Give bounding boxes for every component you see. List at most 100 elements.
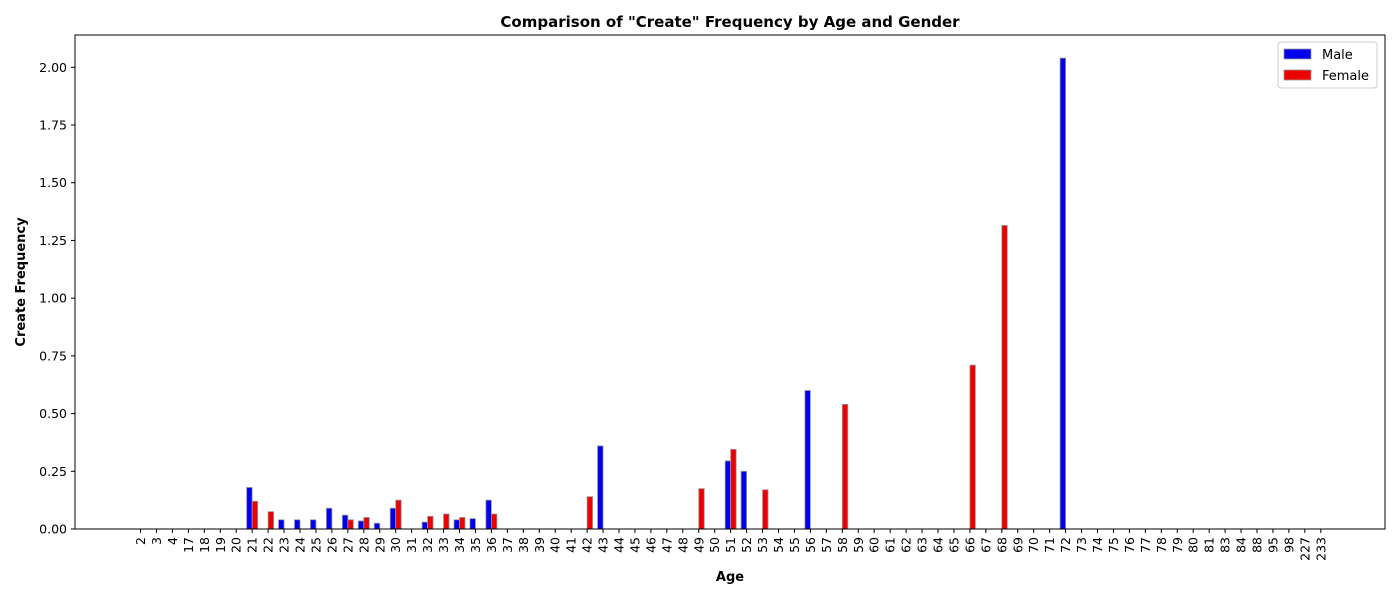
legend: Male Female [1277,41,1378,89]
x-tick-label: 31 [404,537,419,553]
x-tick-label: 47 [659,537,674,553]
x-tick-label: 20 [229,537,244,553]
x-tick-label: 53 [755,537,770,553]
x-tick-label: 28 [356,537,371,553]
x-tick-label: 35 [468,537,483,553]
x-tick-label: 233 [1313,537,1328,561]
bar-female-age-27 [347,519,354,530]
x-tick-label: 21 [245,537,260,553]
bar-male-age-32 [421,521,429,530]
x-tick-label: 38 [516,537,531,553]
bar-male-age-30 [389,507,397,530]
bar-male-age-72 [1059,57,1066,530]
x-tick-label: 41 [564,537,579,553]
x-tick-label: 56 [803,537,818,553]
bar-male-age-35 [469,518,476,530]
x-tick-label: 61 [883,537,898,553]
y-tick-label: 2.00 [39,60,67,75]
y-tick-label: 1.50 [39,175,67,190]
x-tick-label: 95 [1265,537,1280,553]
x-tick-label: 58 [835,537,850,553]
x-tick-label: 26 [324,537,339,553]
x-tick-label: 4 [165,537,180,545]
x-tick-label: 72 [1058,537,1073,553]
x-tick-label: 76 [1122,537,1137,553]
bar-male-age-25 [310,519,317,530]
x-tick-label: 60 [867,537,882,553]
x-tick-label: 81 [1202,537,1217,553]
x-tick-label: 227 [1297,537,1312,561]
x-tick-label: 30 [388,537,403,553]
bar-female-age-68 [1001,225,1008,530]
bar-female-age-21 [251,500,259,530]
legend-label-male: Male [1322,48,1353,63]
bar-male-age-52 [740,470,747,530]
x-tick-label: 40 [548,537,563,553]
x-tick-label: 64 [931,537,946,553]
legend-swatch-female [1283,69,1312,81]
bar-female-age-33 [443,513,450,530]
legend-label-female: Female [1322,69,1369,84]
x-tick-label: 27 [340,537,355,553]
x-tick-label: 88 [1250,537,1265,553]
bar-female-age-58 [841,403,849,530]
x-tick-label: 18 [197,537,212,553]
x-tick-label: 69 [1010,537,1025,553]
bar-male-age-28 [357,520,365,530]
x-tick-label: 51 [723,537,738,553]
x-tick-label: 33 [436,537,451,553]
x-tick-label: 44 [612,537,627,553]
x-tick-label: 71 [1042,537,1057,553]
x-tick-label: 62 [899,537,914,553]
x-tick-label: 19 [213,537,228,553]
bar-male-age-26 [325,507,333,530]
x-tick-label: 39 [532,537,547,553]
x-tick-label: 50 [707,537,722,553]
x-tick-label: 66 [962,537,977,553]
x-tick-label: 48 [675,537,690,553]
bar-male-age-27 [341,514,349,530]
x-tick-label: 73 [1074,537,1089,553]
y-axis-ticks: 0.00 0.25 0.50 0.75 1.00 1.25 1.50 1.75 2.00 [39,60,75,537]
x-tick-label: 68 [994,537,1009,553]
bar-male-age-29 [373,522,381,530]
bar-male-age-56 [804,390,811,530]
bar-female-age-66 [969,364,976,530]
bar-male-age-24 [294,519,301,530]
x-tick-label: 43 [596,537,611,553]
bar-female-age-32 [427,515,434,530]
x-tick-label: 54 [771,537,786,553]
y-tick-label: 0.25 [39,464,67,479]
x-tick-label: 59 [851,537,866,553]
x-tick-label: 29 [372,537,387,553]
x-tick-label: 57 [819,537,834,553]
y-tick-label: 1.75 [39,118,67,133]
y-tick-label: 1.25 [39,233,67,248]
x-tick-label: 63 [915,537,930,553]
x-tick-label: 23 [277,537,292,553]
x-tick-label: 84 [1234,537,1249,553]
x-tick-label: 52 [739,537,754,553]
x-axis-label: Age [716,570,744,585]
x-tick-label: 80 [1186,537,1201,553]
x-tick-label: 46 [643,537,658,553]
x-tick-label: 22 [261,537,276,553]
x-tick-label: 45 [627,537,642,553]
bar-male-age-34 [453,519,460,530]
bar-male-age-23 [278,519,285,530]
x-tick-label: 75 [1106,537,1121,553]
x-tick-label: 37 [500,537,515,553]
x-tick-label: 83 [1218,537,1233,553]
bar-male-age-43 [597,445,604,530]
bar-female-age-30 [395,499,402,530]
bars-group [246,57,1066,530]
bar-male-age-51 [724,460,732,530]
x-tick-label: 2 [133,537,148,545]
x-tick-label: 3 [149,537,164,545]
chart-title: Comparison of "Create" Frequency by Age … [500,13,960,31]
x-tick-label: 74 [1090,537,1105,553]
x-tick-label: 79 [1170,537,1185,553]
x-tick-label: 65 [946,537,961,553]
bar-female-age-34 [459,517,466,530]
